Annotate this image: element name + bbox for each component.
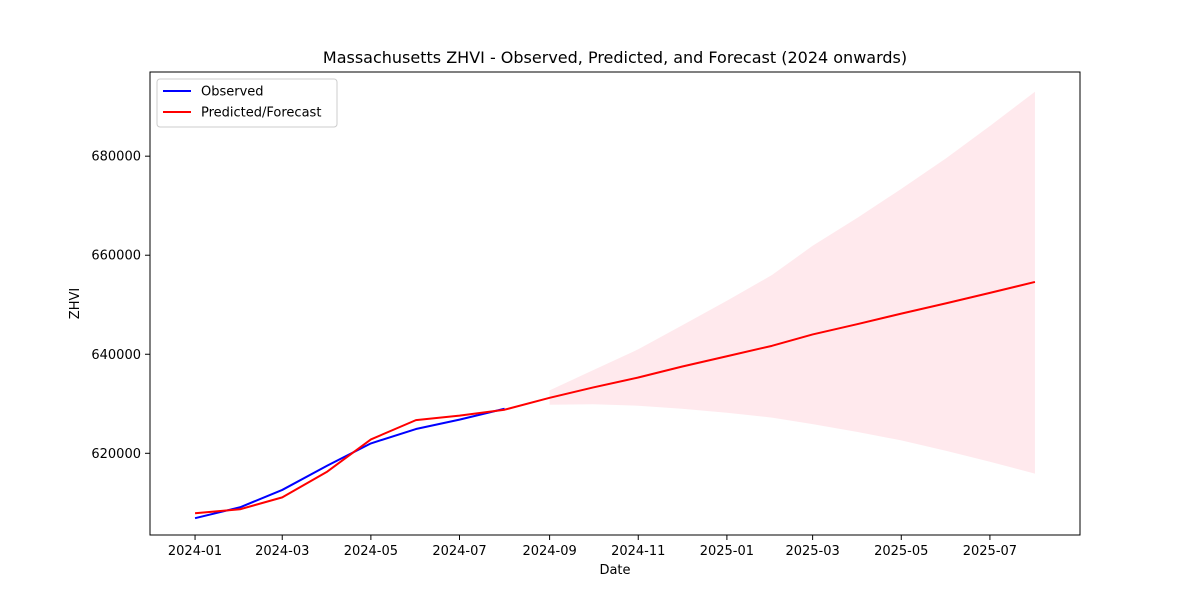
y-axis-label: ZHVI: [68, 288, 83, 319]
chart-title: Massachusetts ZHVI - Observed, Predicted…: [323, 48, 907, 67]
y-tick-label: 660000: [91, 249, 141, 264]
y-axis-ticks: 620000 640000 660000 680000: [91, 150, 150, 462]
y-tick-label: 680000: [91, 150, 141, 165]
x-tick-label: 2024-01: [168, 544, 222, 559]
plot-frame: [149, 71, 1081, 536]
x-tick-label: 2025-05: [874, 544, 928, 559]
legend-box: [156, 78, 338, 128]
legend-entry: Observed: [201, 85, 264, 100]
series-line-predicted-forecast: [194, 280, 1036, 515]
legend-entry: Predicted/Forecast: [201, 106, 321, 121]
legend: Observed Predicted/Forecast: [156, 78, 338, 128]
x-axis-label: Date: [599, 563, 630, 578]
x-tick-label: 2025-03: [785, 544, 839, 559]
x-tick-label: 2024-05: [344, 544, 398, 559]
y-tick-label: 640000: [91, 348, 141, 363]
x-tick-label: 2024-07: [432, 544, 486, 559]
series-lines-layer: [194, 280, 1036, 520]
x-axis-ticks: 2024-01 2024-03 2024-05 2024-07 2024-09 2024-…: [168, 535, 1017, 559]
x-tick-label: 2024-11: [611, 544, 665, 559]
series-line-observed: [194, 407, 505, 520]
x-tick-label: 2025-07: [963, 544, 1017, 559]
confidence-band: [549, 91, 1035, 474]
x-tick-label: 2025-01: [700, 544, 754, 559]
x-tick-label: 2024-03: [255, 544, 309, 559]
confidence-band-layer: [549, 91, 1035, 474]
x-tick-label: 2024-09: [522, 544, 576, 559]
y-tick-label: 620000: [91, 447, 141, 462]
